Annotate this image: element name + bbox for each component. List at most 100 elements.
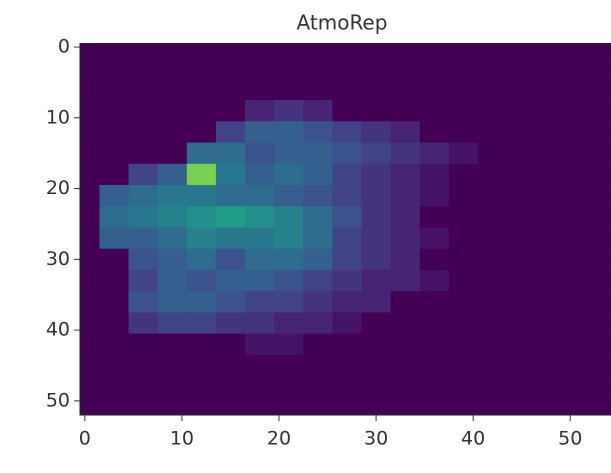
heatmap-cell [99, 269, 130, 292]
heatmap-cell [419, 121, 450, 144]
x-tick-label: 40 [461, 428, 485, 450]
heatmap-cell [186, 206, 217, 229]
heatmap-cell [245, 354, 275, 377]
heatmap-cell [594, 100, 611, 122]
heatmap-cell [536, 100, 566, 122]
heatmap-cell [390, 227, 421, 250]
heatmap-cell [478, 397, 508, 415]
heatmap-cell [594, 142, 611, 165]
x-tick-label: 30 [364, 428, 388, 450]
heatmap-cell [128, 185, 159, 207]
heatmap-cell [186, 376, 217, 398]
heatmap-cell [390, 333, 421, 356]
heatmap-cell [536, 354, 566, 377]
heatmap-cell [565, 78, 596, 101]
y-tick-label: 40 [46, 319, 70, 341]
heatmap-cell [565, 163, 596, 186]
heatmap-cell [390, 397, 421, 415]
heatmap-cell [390, 142, 421, 165]
heatmap-cell [245, 57, 275, 80]
heatmap-cell [99, 100, 130, 122]
heatmap-cell [80, 57, 101, 80]
heatmap-cell [594, 376, 611, 398]
heatmap-cell [215, 57, 246, 80]
heatmap-cell [157, 376, 188, 398]
heatmap-cell [245, 43, 275, 59]
heatmap-cell [419, 397, 450, 415]
heatmap-cell [361, 185, 392, 207]
heatmap-cell [274, 269, 304, 292]
heatmap-cell [565, 248, 596, 271]
heatmap-cell [390, 121, 421, 144]
heatmap-cell [594, 269, 611, 292]
heatmap-cell [565, 312, 596, 335]
heatmap-cell [361, 333, 392, 356]
heatmap-cell [186, 269, 217, 292]
heatmap-cell [390, 100, 421, 122]
heatmap-cell [419, 269, 450, 292]
heatmap-cell [419, 185, 450, 207]
heatmap-cell [332, 43, 363, 59]
plot-frame [79, 43, 611, 416]
heatmap-cell [594, 333, 611, 356]
heatmap-cell [390, 248, 421, 271]
heatmap-cell [128, 227, 159, 250]
heatmap-cell [80, 163, 101, 186]
heatmap-cell [536, 78, 566, 101]
heatmap-cell [157, 291, 188, 313]
heatmap-cell [215, 291, 246, 313]
heatmap-cell [128, 397, 159, 415]
heatmap-cell [419, 43, 450, 59]
heatmap-cell [332, 312, 363, 335]
x-tick-label: 0 [79, 428, 91, 450]
heatmap-cell [157, 43, 188, 59]
heatmap-cell [274, 333, 304, 356]
heatmap-cell [215, 100, 246, 122]
heatmap-cell [332, 333, 363, 356]
heatmap-cell [448, 376, 479, 398]
heatmap-cell [128, 163, 159, 186]
heatmap-cell [186, 43, 217, 59]
heatmap-cell [448, 227, 479, 250]
heatmap-cell [303, 376, 333, 398]
heatmap-cell [594, 227, 611, 250]
heatmap-cell [303, 57, 333, 80]
heatmap-cell [419, 100, 450, 122]
heatmap-cell [507, 57, 537, 80]
heatmap-cell [215, 354, 246, 377]
heatmap-cell [157, 227, 188, 250]
heatmap-cell [80, 43, 101, 59]
heatmap-cell [274, 142, 304, 165]
heatmap-cell [390, 78, 421, 101]
heatmap-cell [478, 333, 508, 356]
heatmap-cell [245, 248, 275, 271]
heatmap-cell [128, 206, 159, 229]
heatmap-cell [186, 333, 217, 356]
heatmap-cell [478, 269, 508, 292]
heatmap-cell [332, 227, 363, 250]
heatmap-cell [536, 269, 566, 292]
heatmap-cell [507, 121, 537, 144]
heatmap-cell [303, 142, 333, 165]
heatmap-cell [215, 312, 246, 335]
heatmap-cell [419, 57, 450, 80]
chart-title: AtmoRep [297, 11, 388, 35]
heatmap-cell [565, 121, 596, 144]
heatmap-cell [536, 163, 566, 186]
heatmap-cell [448, 163, 479, 186]
heatmap-cell [80, 227, 101, 250]
heatmap-cell [448, 248, 479, 271]
heatmap-cell [157, 206, 188, 229]
heatmap-cell [99, 142, 130, 165]
heatmap-cell [186, 78, 217, 101]
heatmap-cell [303, 78, 333, 101]
heatmap-cell [332, 206, 363, 229]
heatmap-cell [419, 78, 450, 101]
heatmap-cell [332, 397, 363, 415]
heatmap-cell [594, 206, 611, 229]
heatmap-cell [332, 163, 363, 186]
heatmap-cell [565, 206, 596, 229]
heatmap-cell [80, 312, 101, 335]
heatmap-cell [448, 185, 479, 207]
heatmap-cell [390, 376, 421, 398]
